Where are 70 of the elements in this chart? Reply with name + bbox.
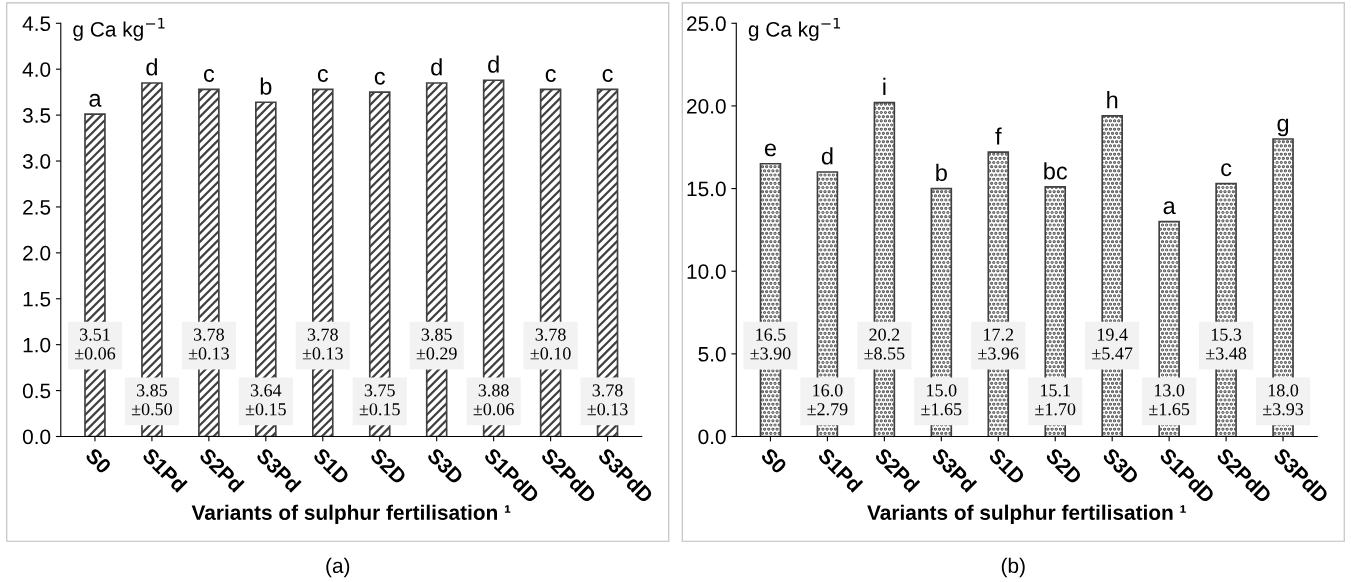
y-tick-label: 0.5 (22, 383, 51, 399)
data-label: 15.1 ±1.70 (1035, 384, 1076, 416)
x-tick-label: S2D (1044, 447, 1083, 486)
annotation: e (764, 143, 776, 157)
y-tick-label: 2.0 (23, 245, 51, 261)
y-tick-label: 25.0 (687, 16, 726, 32)
annotation: c (1221, 163, 1232, 177)
annotation: h (1107, 91, 1118, 109)
data-label: 17.2 ±3.96 (978, 328, 1019, 360)
x-tick-label: S3D (426, 447, 465, 486)
x-tick-label: S0 (84, 447, 112, 475)
y-tick-label: 5.0 (698, 346, 726, 362)
annotation: f (995, 127, 1002, 145)
y-tick-label: 1.5 (23, 291, 51, 307)
data-label: 13.0 ±1.65 (1149, 384, 1190, 416)
annotation: b (936, 163, 947, 182)
data-label: 18.0 ±3.93 (1263, 384, 1304, 416)
annotation: d (821, 147, 833, 165)
text: (b) (1001, 557, 1025, 578)
x-tick-label: S1D (312, 447, 351, 486)
y-axis-title: g Ca kg$^{−1}$ (73, 17, 165, 41)
data-label: 15.0 ±1.65 (921, 384, 962, 416)
data-label: 3.64 ±0.15 (245, 384, 286, 416)
y-tick-label: 0.0 (698, 429, 726, 445)
data-label: 3.78 ±0.13 (302, 328, 343, 360)
annotation: d (431, 58, 442, 76)
data-label: 15.3 ±3.48 (1206, 328, 1247, 360)
y-tick-label: 4.5 (22, 16, 51, 32)
data-label: 3.85 ±0.50 (131, 384, 172, 416)
annotation: g (1277, 118, 1289, 137)
data-label: 3.78 ±0.13 (188, 328, 229, 360)
y-tick-label: 3.0 (22, 154, 51, 169)
x-tick-label: S1D (987, 447, 1026, 486)
data-label: 3.85 ±0.29 (416, 328, 457, 360)
data-label: 19.4 ±5.47 (1092, 328, 1133, 360)
annotation: c (602, 69, 613, 82)
data-label: 16.5 ±3.90 (750, 328, 791, 360)
annotation: c (203, 69, 215, 82)
annotation: a (1163, 201, 1176, 215)
y-axis-title: g Ca kg$^{−1}$ (748, 17, 841, 41)
y-tick-label: 3.5 (22, 108, 51, 123)
x-axis-title: Variants of sulphur fertilisation ¹ (191, 504, 511, 525)
data-label: 3.78 ±0.10 (530, 328, 571, 360)
y-tick-label: 4.0 (22, 62, 51, 77)
annotation: a (89, 93, 102, 107)
y-tick-label: 20.0 (687, 98, 726, 114)
y-tick-label: 10.0 (687, 264, 726, 279)
annotation: c (545, 69, 556, 82)
data-label: 20.2 ±8.55 (864, 328, 905, 360)
data-label: 3.88 ±0.06 (473, 384, 514, 416)
annotation: c (317, 69, 329, 82)
annotation: c (374, 71, 386, 85)
x-tick-label: S0 (760, 447, 788, 475)
annotation: i (883, 77, 886, 95)
data-label: 3.78 ±0.13 (587, 384, 628, 416)
text: (a) (326, 557, 350, 578)
annotation: b (260, 77, 272, 95)
data-label: 16.0 ±2.79 (807, 384, 848, 416)
annotation: d (488, 55, 499, 73)
data-label: 3.51 ±0.06 (74, 328, 116, 360)
x-axis-title: Variants of sulphur fertilisation ¹ (867, 504, 1186, 525)
y-tick-label: 0.0 (22, 429, 51, 445)
x-tick-label: S3D (1101, 447, 1140, 486)
y-tick-label: 15.0 (687, 181, 726, 197)
annotation: d (146, 58, 157, 76)
y-tick-label: 2.5 (23, 199, 51, 215)
annotation: bc (1044, 162, 1068, 180)
data-label: 3.75 ±0.15 (359, 384, 400, 416)
x-tick-label: S2D (369, 447, 408, 486)
y-tick-label: 1.0 (23, 337, 51, 353)
